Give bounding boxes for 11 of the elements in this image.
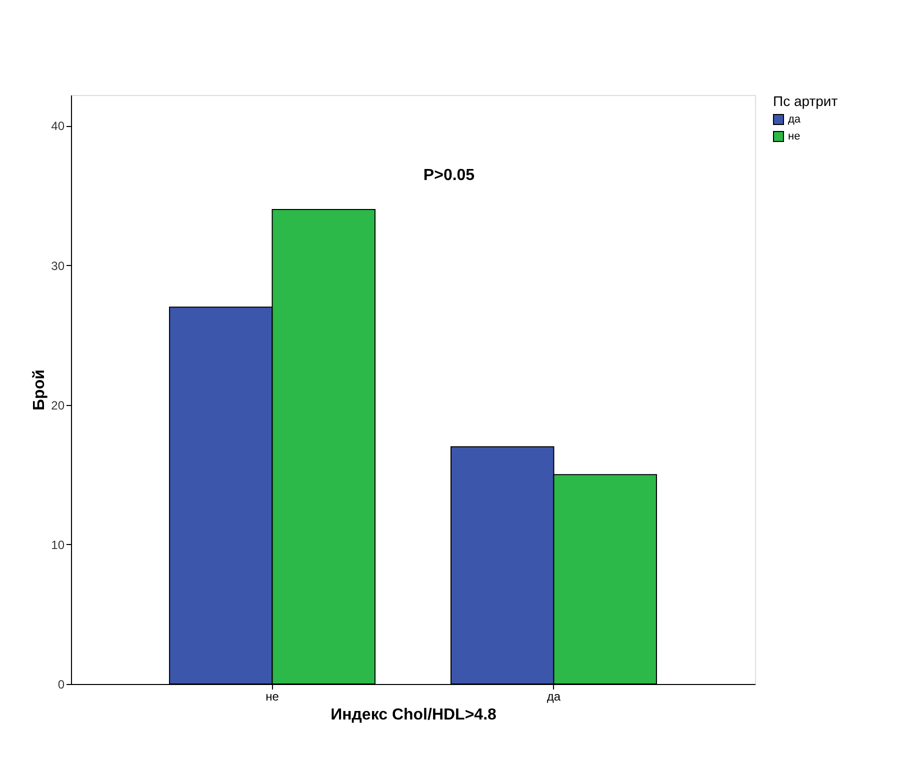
y-tick-label: 0 — [58, 678, 65, 692]
y-tick-label: 20 — [51, 398, 65, 412]
legend-title: Пс артрит — [773, 93, 838, 109]
legend-label: да — [788, 114, 802, 126]
annotation: P>0.05 — [423, 167, 475, 184]
x-axis-title: Индекс Chol/HDL>4.8 — [330, 706, 497, 724]
y-tick-label: 30 — [51, 258, 65, 273]
y-tick-label: 40 — [51, 119, 65, 134]
y-tick-label: 10 — [51, 538, 65, 552]
y-axis-title: Брой — [31, 370, 48, 410]
legend-label: не — [788, 130, 800, 142]
